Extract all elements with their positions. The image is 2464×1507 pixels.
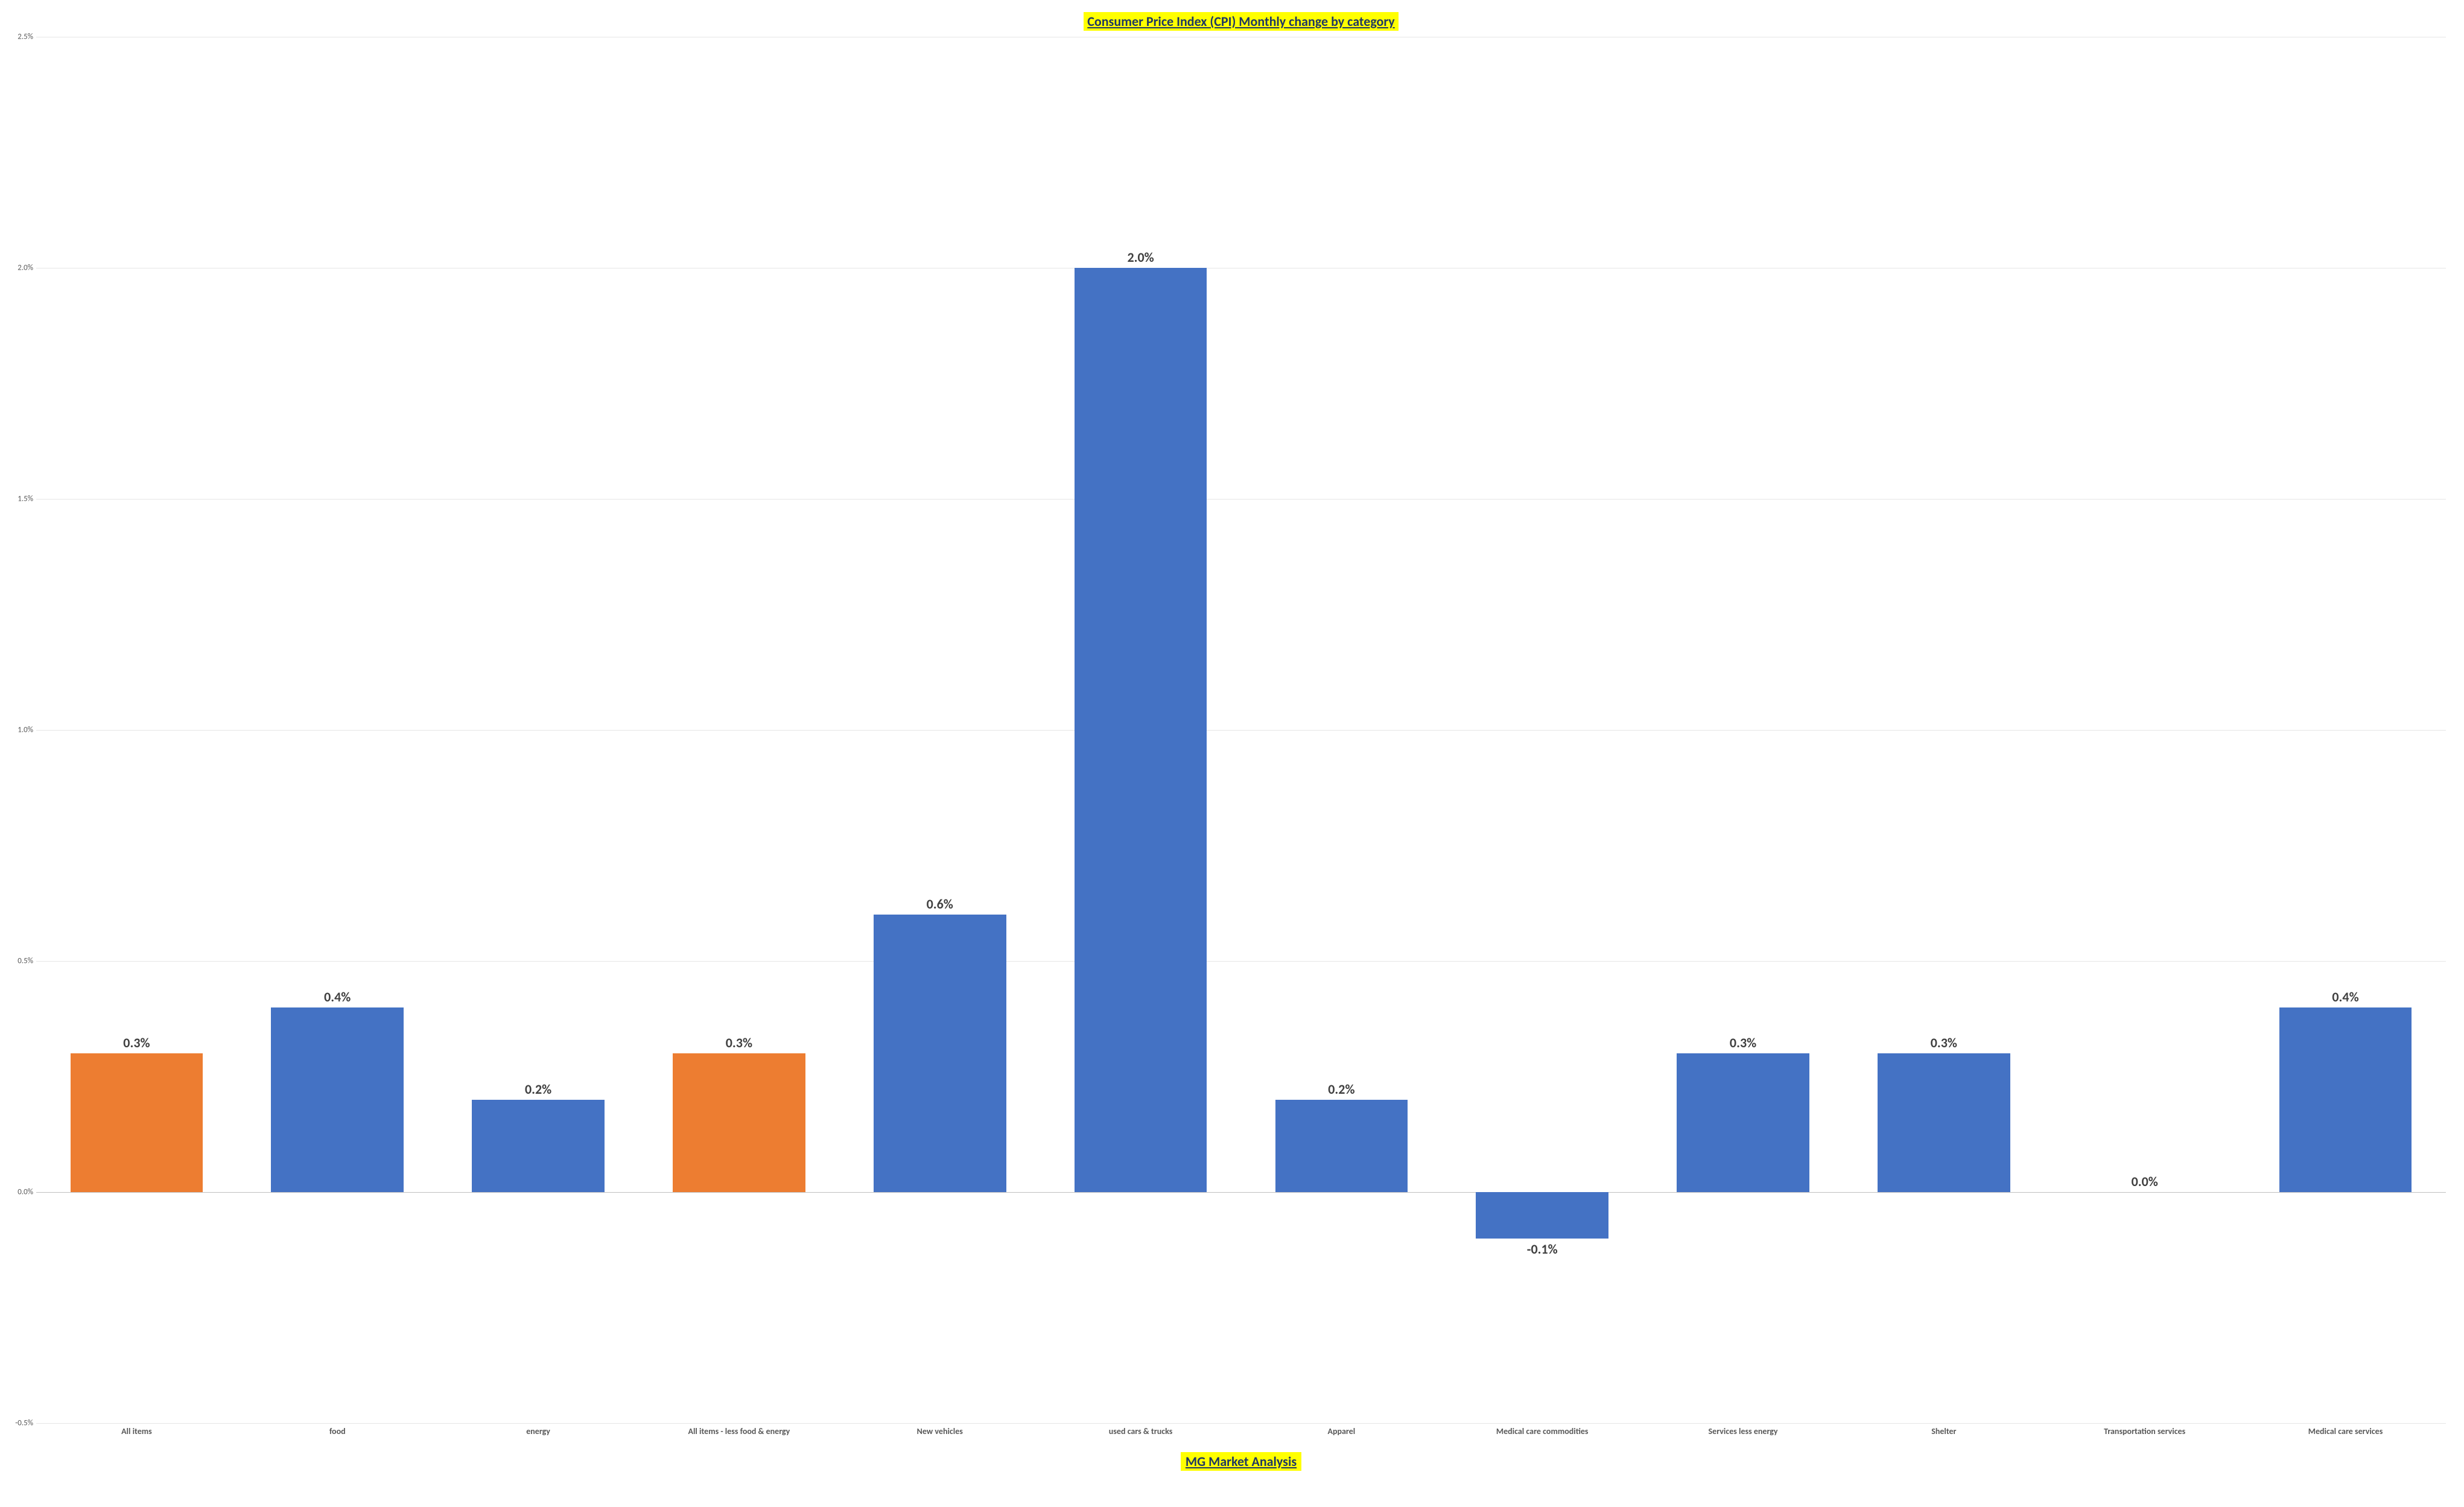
data-label: 2.0% [1040, 249, 1241, 265]
data-label: 0.0% [2044, 1173, 2245, 1190]
y-tick: 2.0% [17, 264, 33, 273]
x-label: Transportation services [2044, 1427, 2245, 1437]
bar-slot: 0.2% [438, 37, 639, 1423]
chart-title: Consumer Price Index (CPI) Monthly chang… [1084, 12, 1398, 31]
gridline [36, 1423, 2446, 1424]
y-tick: -0.5% [15, 1419, 33, 1428]
bar [673, 1053, 805, 1192]
bars: 0.3%0.4%0.2%0.3%0.6%2.0%0.2%-0.1%0.3%0.3… [36, 37, 2446, 1423]
chart-footer: MG Market Analysis [1181, 1452, 1301, 1471]
chart-footer-wrap: MG Market Analysis [36, 1452, 2446, 1471]
data-label: 0.2% [438, 1081, 639, 1097]
x-label: All items [36, 1427, 237, 1437]
bar-slot: 0.3% [36, 37, 237, 1423]
bar-slot: 0.3% [1643, 37, 1844, 1423]
data-label: 0.2% [1241, 1081, 1442, 1097]
data-label: 0.3% [36, 1035, 237, 1051]
bar-slot: 2.0% [1040, 37, 1241, 1423]
bar [472, 1100, 605, 1192]
bar [271, 1007, 404, 1192]
y-tick: 0.5% [17, 957, 33, 966]
x-label: Medical care commodities [1442, 1427, 1643, 1437]
data-label: 0.3% [1643, 1035, 1844, 1051]
cpi-chart: Consumer Price Index (CPI) Monthly chang… [0, 0, 2464, 1507]
data-label: 0.4% [2245, 989, 2446, 1005]
bar [2279, 1007, 2412, 1192]
bar [1677, 1053, 1809, 1192]
plot-area: -0.5%0.0%0.5%1.0%1.5%2.0%2.5% 0.3%0.4%0.… [36, 37, 2446, 1423]
bar [71, 1053, 203, 1192]
data-label: 0.4% [237, 989, 438, 1005]
x-label: food [237, 1427, 438, 1437]
y-tick: 1.5% [17, 495, 33, 504]
y-axis: -0.5%0.0%0.5%1.0%1.5%2.0%2.5% [6, 37, 33, 1423]
bar-slot: 0.6% [839, 37, 1040, 1423]
data-label: 0.6% [839, 896, 1040, 912]
bar [874, 915, 1006, 1192]
bar [1275, 1100, 1408, 1192]
bar-slot: 0.3% [1843, 37, 2044, 1423]
bar [1075, 268, 1207, 1192]
data-label: 0.3% [638, 1035, 839, 1051]
x-label: Apparel [1241, 1427, 1442, 1437]
x-label: Medical care services [2245, 1427, 2446, 1437]
y-tick: 0.0% [17, 1188, 33, 1197]
bar-slot: 0.4% [2245, 37, 2446, 1423]
x-label: Shelter [1843, 1427, 2044, 1437]
x-label: Services less energy [1643, 1427, 1844, 1437]
y-tick: 1.0% [17, 726, 33, 735]
x-label: used cars & trucks [1040, 1427, 1241, 1437]
data-label: 0.3% [1843, 1035, 2044, 1051]
bar-slot: 0.0% [2044, 37, 2245, 1423]
chart-title-wrap: Consumer Price Index (CPI) Monthly chang… [36, 12, 2446, 31]
x-label: energy [438, 1427, 639, 1437]
data-label: -0.1% [1442, 1241, 1643, 1257]
x-label: New vehicles [839, 1427, 1040, 1437]
y-tick: 2.5% [17, 33, 33, 42]
bar-slot: 0.2% [1241, 37, 1442, 1423]
bar-slot: -0.1% [1442, 37, 1643, 1423]
bar [1878, 1053, 2010, 1192]
bar-slot: 0.3% [638, 37, 839, 1423]
x-label: All items - less food & energy [638, 1427, 839, 1437]
bar-slot: 0.4% [237, 37, 438, 1423]
x-axis-labels: All itemsfoodenergyAll items - less food… [36, 1427, 2446, 1437]
bar [1476, 1192, 1608, 1239]
